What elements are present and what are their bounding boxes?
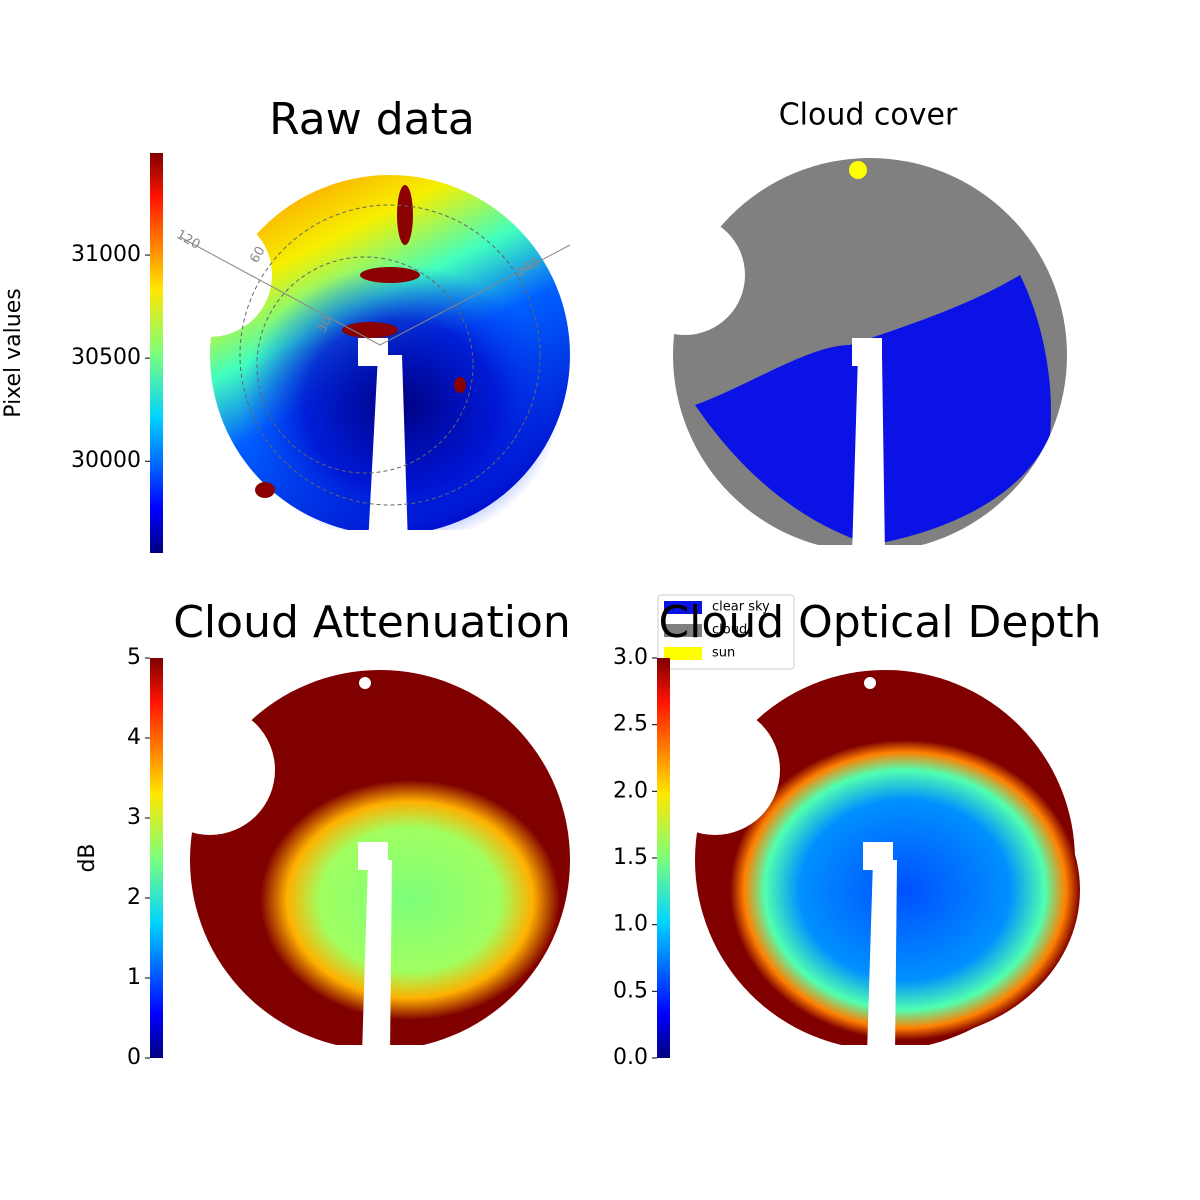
colorbar xyxy=(657,658,670,1058)
colorbar-tick-label: 1.5 xyxy=(613,845,648,870)
colorbar-label: dB xyxy=(75,843,100,872)
colorbar xyxy=(150,658,163,1058)
legend-swatch xyxy=(664,647,702,660)
attenuation-image xyxy=(145,670,590,1075)
polar-grid-label: 30 xyxy=(314,314,335,336)
colorbar-label: Pixel values xyxy=(1,288,26,417)
optical-depth-image xyxy=(650,670,1095,1075)
panel-title: Cloud Optical Depth xyxy=(658,597,1101,648)
colorbar-tick-label: 0.5 xyxy=(613,978,648,1003)
colorbar-tick-label: 1 xyxy=(127,965,141,990)
panel-title: Raw data xyxy=(269,94,475,145)
legend-label: clear sky xyxy=(712,600,770,615)
colorbar-tick-label: 3.0 xyxy=(613,645,648,670)
colorbar-tick-label: 0 xyxy=(127,1045,141,1070)
polar-grid-label: 60 xyxy=(247,244,268,266)
colorbar-tick-label: 4 xyxy=(127,725,141,750)
colorbar-tick-label: 3 xyxy=(127,805,141,830)
colorbar-tick-label: 2.0 xyxy=(613,778,648,803)
panel-title: Cloud cover xyxy=(779,98,958,133)
legend-swatch xyxy=(664,601,702,614)
colorbar-tick-label: 30000 xyxy=(71,448,141,473)
legend-label: cloud xyxy=(712,623,747,638)
legend-swatch xyxy=(664,624,702,637)
colorbar-tick-label: 1.0 xyxy=(613,912,648,937)
cloud-cover-image xyxy=(625,158,1080,575)
colorbar-tick-label: 2.5 xyxy=(613,712,648,737)
colorbar xyxy=(150,153,163,553)
legend-label: sun xyxy=(712,646,735,661)
colorbar-tick-label: 30500 xyxy=(71,345,141,370)
colorbar-tick-label: 2 xyxy=(127,885,141,910)
colorbar-tick-label: 0.0 xyxy=(613,1045,648,1070)
raw-image xyxy=(148,175,590,570)
panel-title: Cloud Attenuation xyxy=(173,597,571,648)
colorbar-tick-label: 31000 xyxy=(71,242,141,267)
colorbar-tick-label: 5 xyxy=(127,645,141,670)
